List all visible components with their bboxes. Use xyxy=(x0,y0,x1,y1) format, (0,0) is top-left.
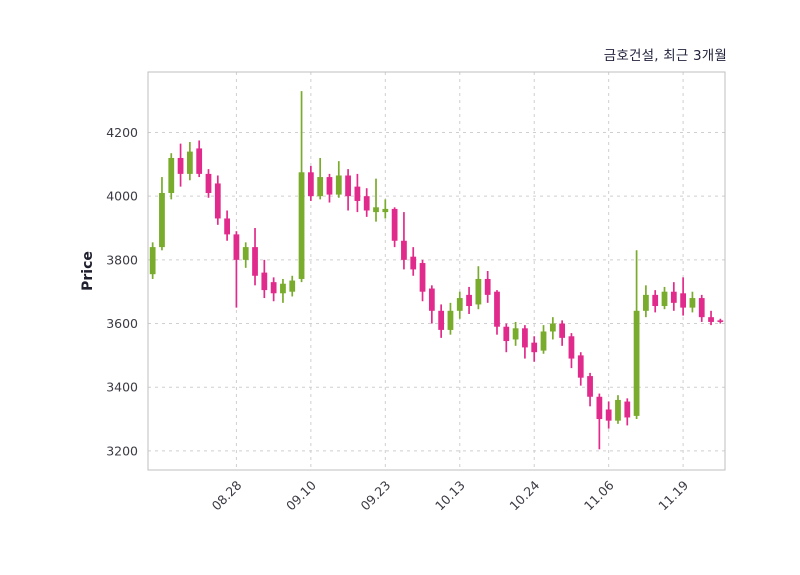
candle-body xyxy=(624,401,631,418)
candle-body xyxy=(205,173,212,193)
candle-body xyxy=(708,317,714,322)
chart-title: 금호건설, 최근 3개월 xyxy=(603,48,727,64)
candle-body xyxy=(438,310,445,330)
candle-body xyxy=(224,218,230,235)
candle-body xyxy=(354,186,361,201)
candle-body xyxy=(577,355,584,378)
candle-body xyxy=(689,298,696,308)
candle-body xyxy=(280,283,286,294)
candle-body xyxy=(335,175,342,195)
candle-body xyxy=(159,192,165,248)
x-tick-label: 11.06 xyxy=(581,477,617,513)
candle-body xyxy=(559,323,566,338)
candle-body xyxy=(289,280,296,292)
candle-body xyxy=(615,399,621,421)
candle-body xyxy=(680,293,687,308)
x-tick-label: 09.23 xyxy=(358,478,394,514)
x-tick-label: 08.28 xyxy=(209,477,245,513)
y-tick-label: 4200 xyxy=(106,125,138,140)
candle-body xyxy=(177,157,184,174)
candle-body xyxy=(503,326,510,342)
candle-body xyxy=(531,342,538,353)
candle-body xyxy=(428,288,435,311)
candle-body xyxy=(447,310,454,330)
y-tick-label: 3600 xyxy=(106,316,138,331)
candle-body xyxy=(391,208,398,241)
candle-body xyxy=(670,291,677,303)
candle-body xyxy=(168,157,175,193)
candle-body xyxy=(382,208,389,213)
candle-body xyxy=(242,247,249,260)
candle-body xyxy=(466,294,472,307)
candle-body xyxy=(252,247,258,276)
y-tick-label: 3800 xyxy=(106,252,138,267)
candle-body xyxy=(587,376,593,397)
candle-body xyxy=(633,310,640,416)
y-tick-label: 3200 xyxy=(106,443,138,458)
candle-body xyxy=(214,183,221,219)
candle-body xyxy=(698,298,705,318)
candle-body xyxy=(186,151,193,174)
candle-body xyxy=(401,240,407,260)
candle-body xyxy=(196,148,203,174)
plot-border xyxy=(147,71,726,471)
candle-body xyxy=(456,298,463,311)
x-tick-label: 10.24 xyxy=(506,477,542,513)
candle-body xyxy=(261,272,268,291)
candle-body xyxy=(345,175,351,197)
candle-body xyxy=(605,409,612,421)
candle-body xyxy=(717,320,724,322)
candle-body xyxy=(512,328,519,340)
candle-body xyxy=(494,291,500,327)
x-tick-label: 09.10 xyxy=(283,477,319,513)
candle-body xyxy=(149,247,156,275)
candle-body xyxy=(596,396,603,420)
candle-body xyxy=(484,278,491,295)
candle-body xyxy=(549,323,556,332)
y-tick-label: 4000 xyxy=(106,189,138,204)
candle-body xyxy=(233,234,240,260)
candle-body xyxy=(522,328,528,348)
candle-body xyxy=(661,291,668,307)
candle-body xyxy=(326,177,333,195)
candle-body xyxy=(270,282,277,294)
candle-body xyxy=(540,331,547,351)
candle-body xyxy=(643,294,649,311)
candle-body xyxy=(307,172,314,197)
candle-body xyxy=(317,177,324,197)
candle-body xyxy=(298,172,305,279)
x-tick-label: 10.13 xyxy=(432,478,468,514)
x-tick-label: 11.19 xyxy=(655,477,691,513)
candle-body xyxy=(410,256,417,270)
candle-body xyxy=(475,278,482,305)
y-tick-label: 3400 xyxy=(106,380,138,395)
candle-body xyxy=(419,263,426,292)
candle-body xyxy=(652,294,659,307)
candle-body xyxy=(568,336,575,359)
candle-body xyxy=(373,207,379,213)
candle-body xyxy=(363,196,370,211)
